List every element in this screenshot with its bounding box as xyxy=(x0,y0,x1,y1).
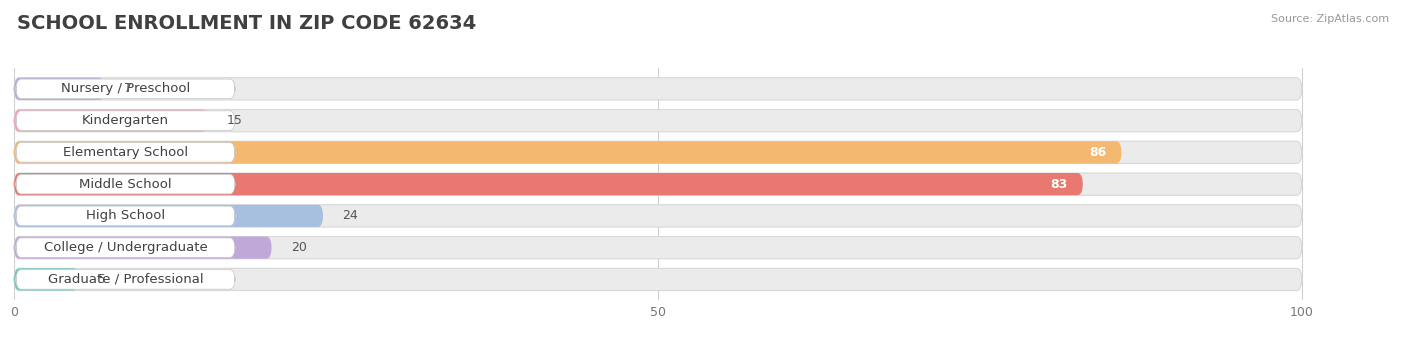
FancyBboxPatch shape xyxy=(14,237,271,259)
Text: High School: High School xyxy=(86,209,165,222)
FancyBboxPatch shape xyxy=(14,237,1302,259)
FancyBboxPatch shape xyxy=(14,268,1302,291)
FancyBboxPatch shape xyxy=(14,141,1302,163)
FancyBboxPatch shape xyxy=(15,111,235,130)
FancyBboxPatch shape xyxy=(14,205,323,227)
FancyBboxPatch shape xyxy=(14,173,1083,195)
FancyBboxPatch shape xyxy=(15,79,235,99)
FancyBboxPatch shape xyxy=(14,109,207,132)
Text: College / Undergraduate: College / Undergraduate xyxy=(44,241,207,254)
Text: 5: 5 xyxy=(98,273,105,286)
FancyBboxPatch shape xyxy=(15,206,235,226)
FancyBboxPatch shape xyxy=(14,205,1302,227)
Text: Kindergarten: Kindergarten xyxy=(82,114,169,127)
Text: Source: ZipAtlas.com: Source: ZipAtlas.com xyxy=(1271,14,1389,24)
Text: 15: 15 xyxy=(226,114,242,127)
Text: 7: 7 xyxy=(124,82,132,95)
FancyBboxPatch shape xyxy=(14,78,1302,100)
FancyBboxPatch shape xyxy=(15,238,235,257)
Text: SCHOOL ENROLLMENT IN ZIP CODE 62634: SCHOOL ENROLLMENT IN ZIP CODE 62634 xyxy=(17,14,477,33)
Text: 24: 24 xyxy=(343,209,359,222)
FancyBboxPatch shape xyxy=(15,143,235,162)
Text: Graduate / Professional: Graduate / Professional xyxy=(48,273,204,286)
FancyBboxPatch shape xyxy=(14,141,1122,163)
FancyBboxPatch shape xyxy=(15,270,235,289)
Text: 86: 86 xyxy=(1088,146,1107,159)
Text: Elementary School: Elementary School xyxy=(63,146,188,159)
Text: Middle School: Middle School xyxy=(79,178,172,191)
FancyBboxPatch shape xyxy=(14,173,1302,195)
Text: 20: 20 xyxy=(291,241,307,254)
FancyBboxPatch shape xyxy=(14,109,1302,132)
FancyBboxPatch shape xyxy=(15,174,235,194)
FancyBboxPatch shape xyxy=(14,268,79,291)
Text: Nursery / Preschool: Nursery / Preschool xyxy=(60,82,190,95)
FancyBboxPatch shape xyxy=(14,78,104,100)
Text: 83: 83 xyxy=(1050,178,1067,191)
